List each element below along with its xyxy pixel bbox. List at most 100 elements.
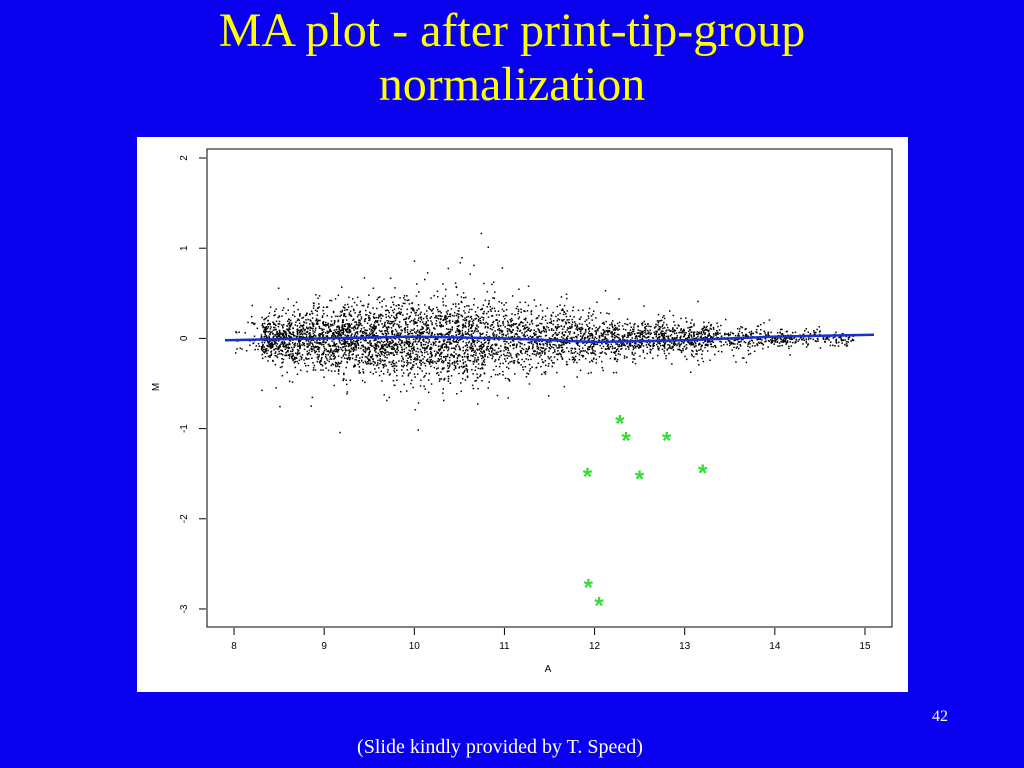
data-point [464,312,466,314]
data-point [465,349,467,352]
data-point [381,344,383,347]
data-point [426,315,428,317]
data-point [360,338,362,341]
data-point [481,343,483,345]
data-point [384,325,386,327]
data-point [734,335,737,337]
data-point [465,318,468,321]
data-point [430,320,432,322]
data-point [449,328,452,331]
data-point [312,339,315,341]
data-point [480,308,482,311]
data-point [320,358,323,360]
data-point [551,335,554,337]
data-point [818,326,820,328]
data-point [379,342,381,344]
data-point [274,355,276,357]
data-point [476,341,478,344]
data-point [420,379,422,382]
data-point [484,326,486,329]
data-point [436,333,439,335]
data-point [509,353,512,355]
data-point [434,338,436,341]
data-point [376,298,379,301]
data-point [501,267,504,269]
data-point [518,324,520,327]
data-point [390,347,393,350]
data-point [589,333,591,335]
data-point [490,351,493,353]
data-point [702,329,704,332]
data-point [456,357,459,359]
data-point [422,343,425,346]
data-point [375,348,378,350]
data-point [335,361,337,364]
data-point [313,334,315,336]
data-point [337,365,339,367]
data-point [346,383,348,386]
data-point [378,367,380,369]
data-point [441,344,444,347]
data-point [470,346,473,348]
data-point [656,320,659,322]
data-point [657,321,660,324]
data-point [385,365,387,367]
data-point [315,350,318,353]
data-point [535,305,537,307]
data-point [753,350,756,353]
data-point [315,323,318,325]
data-point [693,356,695,358]
data-point [539,352,541,354]
data-point [673,341,676,343]
data-point [386,330,389,333]
data-point [591,347,593,349]
data-point [552,311,554,314]
data-point [612,326,614,329]
data-point [673,329,676,331]
data-point [719,340,721,343]
data-point [803,339,805,341]
data-point [682,349,684,352]
data-point [261,346,264,349]
data-point [560,325,562,327]
data-point [728,334,730,337]
data-point [529,330,531,332]
data-point [370,323,372,326]
data-point [841,342,843,344]
data-point [742,338,744,341]
data-point [362,346,364,348]
data-point [241,348,243,350]
data-point [701,350,704,352]
data-point [377,359,379,362]
data-point [403,383,405,386]
data-point [554,326,557,329]
data-point [462,346,464,349]
data-point [454,365,457,367]
data-point [411,350,414,352]
data-point [714,332,717,334]
data-point [477,367,480,370]
data-point [265,330,268,333]
data-point [554,332,556,335]
data-point [411,348,413,350]
data-point [433,350,436,352]
data-point [245,350,248,352]
data-point [373,317,375,319]
data-point [409,367,412,370]
data-point [538,329,540,331]
data-point [281,365,283,368]
data-point [395,314,397,316]
data-point [374,347,377,349]
data-point [491,357,493,360]
data-point [673,342,676,344]
data-point [656,343,658,346]
data-point [524,310,526,313]
data-point [786,341,789,343]
data-point [628,342,631,345]
data-point [372,334,374,336]
data-point [440,378,443,380]
data-point [705,326,707,329]
data-point [334,298,337,300]
data-point [427,342,429,344]
data-point [294,342,296,344]
